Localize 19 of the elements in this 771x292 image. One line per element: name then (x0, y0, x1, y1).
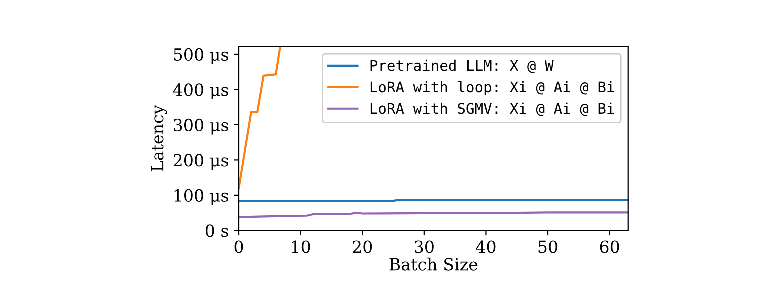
x-tick-label: 20 (353, 240, 372, 254)
legend-label: LoRA with loop: Xi @ Ai @ Bi (370, 81, 614, 96)
legend-label: Pretrained LLM: X @ W (370, 60, 554, 74)
y-tick-label: 300 μs (174, 118, 228, 135)
y-tick-label: 500 μs (174, 48, 228, 64)
y-tick-label: 0 s (206, 224, 228, 238)
x-tick-label: 60 (600, 240, 620, 254)
y-tick-label: 400 μs (173, 84, 228, 100)
x-tick-label: 0 (234, 240, 244, 254)
y-tick-label: 200 μs (174, 154, 228, 170)
x-axis-title: Batch Size (390, 258, 478, 271)
x-tick-label: 10 (292, 240, 310, 254)
line-series (239, 46, 282, 190)
x-tick-label: 30 (415, 240, 434, 254)
legend-label: LoRA with SGMV: Xi @ Ai @ Bi (370, 102, 614, 116)
y-axis-title: Latency (151, 105, 168, 172)
x-tick-label: 50 (538, 240, 558, 254)
y-tick-label: 100 μs (174, 189, 228, 206)
x-tick-label: 40 (476, 240, 496, 254)
